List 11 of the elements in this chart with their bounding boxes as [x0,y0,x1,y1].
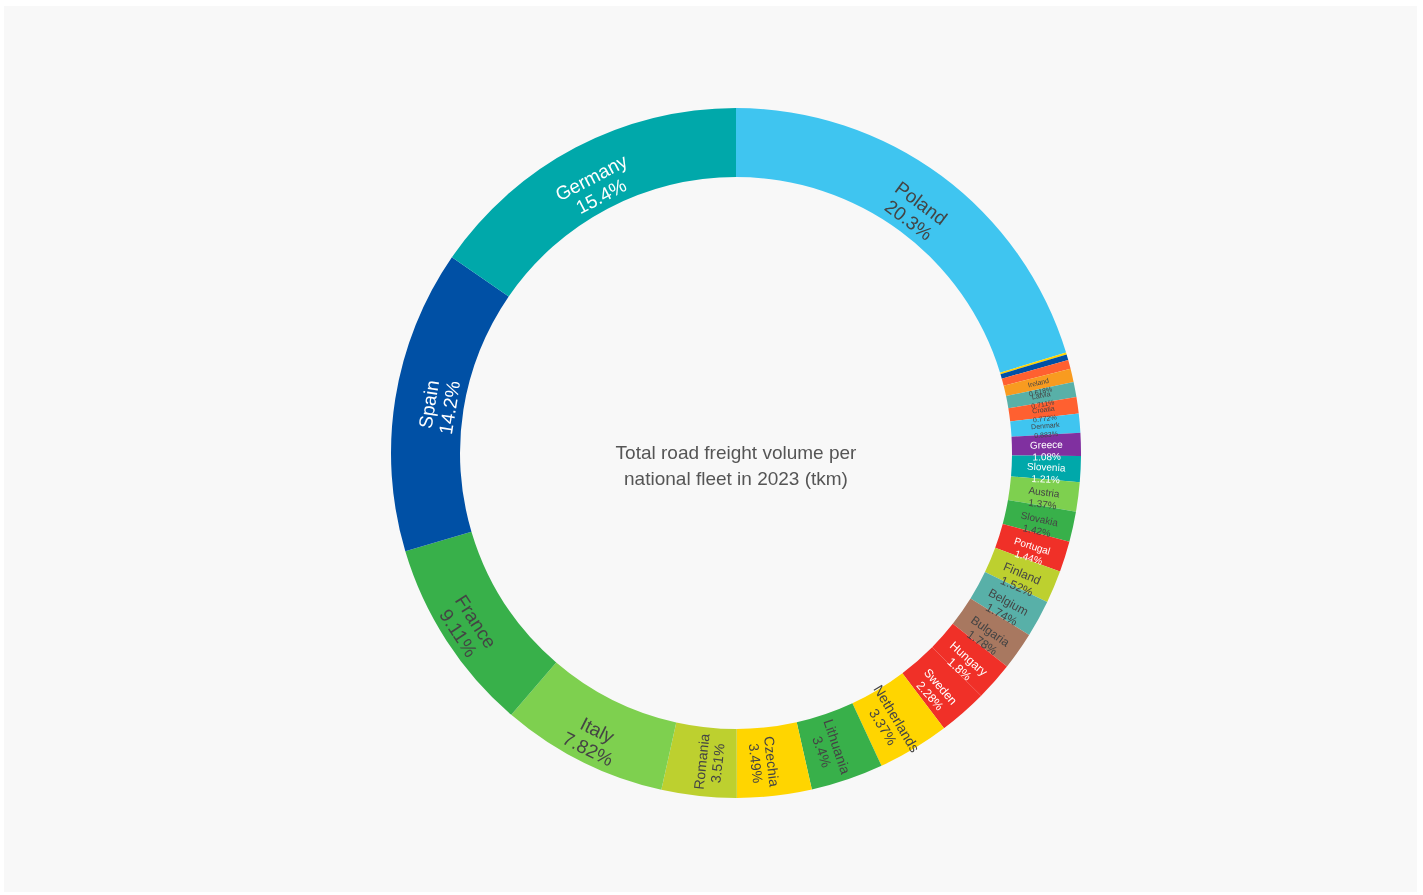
donut-slice [511,662,677,790]
donut-slice [736,108,1067,373]
data-label: 1.08% [1032,450,1062,463]
donut-slice [391,257,509,552]
donut-slice [451,108,736,297]
donut-slice [1001,360,1071,386]
slice-label: Greece [1029,438,1064,451]
text: Total road freight volume per national fleet in 2023 (tkm) [615,442,858,489]
data-label: 1.21% [1031,472,1061,486]
slice-label: Slovenia [1026,460,1067,474]
donut-slice [405,531,557,715]
